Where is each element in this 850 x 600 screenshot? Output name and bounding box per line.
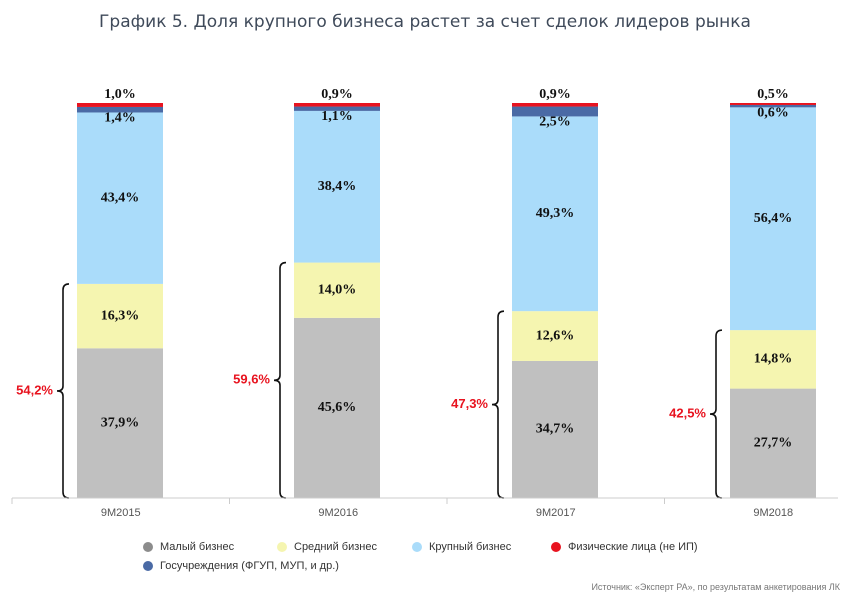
bar-segment: [294, 317, 380, 498]
bar-segment: [77, 348, 163, 498]
x-tick-label: 9M2015: [101, 507, 141, 519]
bars-layer: [77, 103, 816, 498]
bar-segment: [730, 330, 816, 389]
data-label: 0,9%: [539, 87, 571, 102]
bracket-total-label: 54,2%: [16, 382, 53, 397]
data-label: 14,0%: [318, 282, 357, 297]
bar-segment: [294, 103, 380, 107]
source-note: Источник: «Эксперт РА», по результатам а…: [591, 582, 840, 592]
bar-segment: [512, 311, 598, 361]
data-label: 14,8%: [754, 352, 793, 367]
legend-label: Госучреждения (ФГУП, МУП, и др.): [160, 560, 339, 572]
data-label: 49,3%: [536, 206, 575, 221]
data-label: 1,4%: [104, 111, 136, 126]
data-label: 38,4%: [318, 179, 357, 194]
bar-segment: [294, 106, 380, 111]
data-label: 34,7%: [536, 422, 575, 437]
data-label: 43,4%: [101, 190, 140, 205]
bracket-total-label: 59,6%: [233, 372, 270, 387]
legend-marker: [412, 542, 422, 552]
x-tick-label: 9M2018: [753, 507, 793, 519]
bar-segment: [294, 262, 380, 318]
bracket: [56, 283, 70, 499]
data-label: 16,3%: [101, 308, 140, 323]
legend-marker: [277, 542, 287, 552]
bar-segment: [77, 112, 163, 284]
bar-segment: [730, 104, 816, 108]
bar-segment: [730, 388, 816, 498]
bracket-total-label: 47,3%: [451, 396, 488, 411]
legend-marker: [143, 561, 153, 571]
labels-layer: 37,9% 16,3% 43,4% 1,4% 1,0% 45,6% 14,0% 38,4% 1,…: [101, 87, 793, 450]
bar-segment: [512, 360, 598, 498]
bar-segment: [77, 283, 163, 349]
bar-segment: [512, 106, 598, 117]
data-label: 1,1%: [321, 109, 353, 124]
data-label: 0,5%: [757, 87, 789, 102]
bar-segment: [730, 103, 816, 105]
legend-marker: [143, 542, 153, 552]
bracket: [709, 329, 723, 499]
x-tick-label: 9M2016: [318, 507, 358, 519]
bar-segment: [512, 116, 598, 312]
brackets-layer: 54,2% 59,6% 47,3% 42,5%: [16, 261, 723, 499]
bar-segment: [730, 107, 816, 331]
x-tick-label: 9M2017: [536, 507, 576, 519]
legend-label: Средний бизнес: [294, 541, 377, 553]
legend-marker: [551, 542, 561, 552]
data-label: 2,5%: [539, 115, 571, 130]
legend-label: Физические лица (не ИП): [568, 541, 698, 553]
data-label: 45,6%: [318, 400, 357, 415]
legend-label: Крупный бизнес: [429, 541, 512, 553]
data-label: 27,7%: [754, 436, 793, 451]
data-label: 0,9%: [321, 87, 353, 102]
x-axis: 9M2015 9M2016 9M2017 9M2018: [11, 497, 838, 519]
data-label: 12,6%: [536, 328, 575, 343]
bar-segment: [77, 106, 163, 113]
bracket-total-label: 42,5%: [669, 406, 706, 421]
data-label: 37,9%: [101, 415, 140, 430]
bar-segment: [512, 103, 598, 107]
bracket: [273, 261, 287, 499]
legend: Малый бизнес Средний бизнес Крупный бизнес…: [143, 541, 698, 572]
chart-title: График 5. Доля крупного бизнеса растет з…: [99, 12, 751, 32]
data-label: 56,4%: [754, 211, 793, 226]
bar-segment: [294, 110, 380, 263]
data-label: 1,0%: [104, 87, 136, 102]
data-label: 0,6%: [757, 106, 789, 121]
legend-label: Малый бизнес: [160, 541, 235, 553]
bar-segment: [77, 103, 163, 107]
bracket: [491, 310, 505, 499]
